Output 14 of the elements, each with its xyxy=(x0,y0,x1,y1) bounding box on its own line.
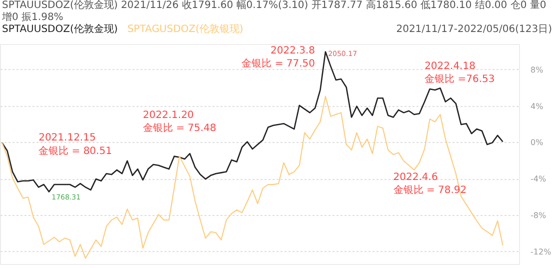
annotation: 2022.4.18 金银比 =76.53 xyxy=(424,60,495,86)
y-tick-label: -12% xyxy=(530,247,552,256)
y-tick-label: -4% xyxy=(530,174,546,184)
text: SPTAGUSDOZ(伦敦银现) xyxy=(127,24,244,35)
annotation: 2021.12.15 金银比 = 80.51 xyxy=(38,132,112,157)
y-tick-label: 8% xyxy=(530,65,544,74)
y-tick-label: -8% xyxy=(530,210,546,220)
line-series xyxy=(2,96,504,259)
y-tick-label: 4% xyxy=(530,102,544,111)
annotation: 2022.1.20 金银比 = 75.48 xyxy=(142,110,216,134)
text: 2021/11/17-2022/05/06(123日) xyxy=(396,24,552,36)
y-tick-label: 0% xyxy=(530,138,544,148)
annotation: 2022.3.8 金银比 = 77.50 xyxy=(242,45,316,70)
text: SPTAUUSDOZ(伦敦金现) xyxy=(2,24,118,35)
